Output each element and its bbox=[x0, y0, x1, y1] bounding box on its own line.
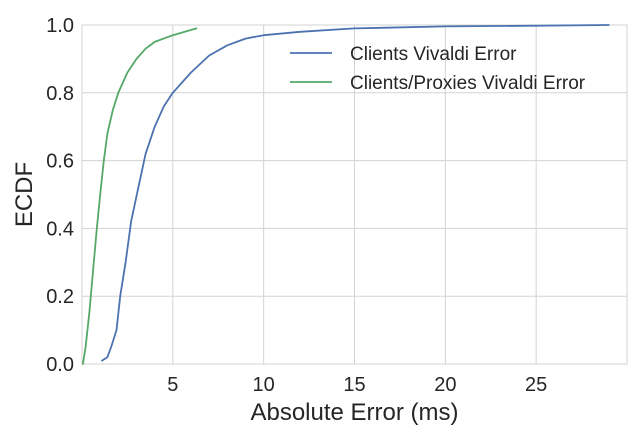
series-line-1 bbox=[101, 24, 610, 362]
y-tick-label: 1.0 bbox=[46, 15, 74, 37]
y-tick-label: 0.8 bbox=[46, 83, 74, 105]
series-line-2 bbox=[82, 27, 198, 365]
legend: Clients Vivaldi Error Clients/Proxies Viv… bbox=[290, 44, 586, 94]
y-tick-label: 0.4 bbox=[46, 218, 74, 240]
x-tick-label: 15 bbox=[343, 374, 365, 396]
legend-label: Clients/Proxies Vivaldi Error bbox=[350, 73, 586, 94]
y-tick-label: 0.0 bbox=[46, 354, 74, 376]
x-axis-title: Absolute Error (ms) bbox=[250, 399, 458, 426]
y-tick-label: 0.2 bbox=[46, 286, 74, 308]
series-layer bbox=[82, 24, 610, 365]
x-axis-ticks: 5 10 15 20 25 bbox=[167, 374, 547, 396]
x-tick-label: 5 bbox=[167, 374, 178, 396]
y-tick-label: 0.6 bbox=[46, 151, 74, 173]
x-tick-label: 10 bbox=[253, 374, 275, 396]
x-tick-label: 25 bbox=[525, 374, 547, 396]
plot-area-frame bbox=[81, 24, 628, 365]
x-tick-label: 20 bbox=[434, 374, 456, 396]
y-axis-ticks: 0.0 0.2 0.4 0.6 0.8 1.0 bbox=[46, 15, 74, 376]
legend-label: Clients Vivaldi Error bbox=[350, 44, 517, 65]
y-axis-title: ECDF bbox=[11, 162, 38, 227]
